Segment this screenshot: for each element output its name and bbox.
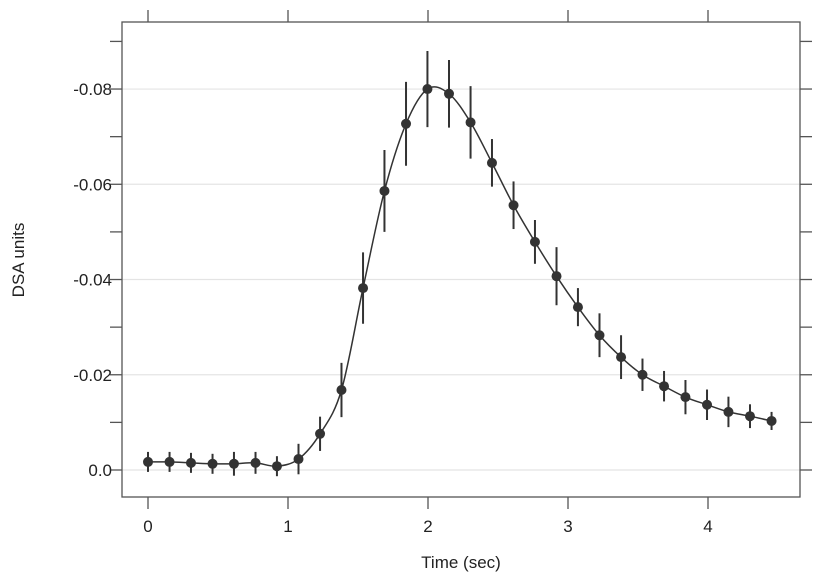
fitted-curve-group <box>147 86 772 467</box>
data-point <box>486 157 497 168</box>
x-tick-label: 1 <box>283 517 292 536</box>
data-point <box>465 117 476 128</box>
data-point <box>315 428 326 439</box>
x-tick-label: 3 <box>563 517 572 536</box>
data-point <box>745 411 755 422</box>
data-point <box>680 392 691 403</box>
fitted-curve <box>147 86 772 467</box>
y-tick-label: -0.08 <box>73 80 112 99</box>
data-point <box>572 302 583 313</box>
data-point <box>508 200 519 211</box>
x-axis-label: Time (sec) <box>421 553 501 572</box>
data-point <box>143 456 153 467</box>
plot-frame <box>121 21 801 498</box>
y-axis-label: DSA units <box>9 223 28 298</box>
data-point <box>228 458 239 469</box>
x-tick-label: 2 <box>423 517 432 536</box>
data-point <box>271 461 282 472</box>
data-point <box>422 84 433 95</box>
data-point <box>659 381 670 392</box>
data-point <box>379 185 390 196</box>
data-point <box>616 352 627 363</box>
data-point <box>723 406 734 417</box>
y-tick-labels: 0.0 -0.02 -0.04 -0.06 -0.08 <box>73 80 112 480</box>
data-point <box>336 384 347 395</box>
y-tick-label: -0.06 <box>73 175 112 194</box>
data-point <box>164 456 175 467</box>
data-point <box>207 458 218 469</box>
y-tick-label: -0.02 <box>73 366 112 385</box>
y-tick-label: -0.04 <box>73 271 112 290</box>
data-point <box>637 369 648 380</box>
data-point <box>551 271 562 282</box>
data-point <box>529 236 540 247</box>
data-point <box>444 88 454 99</box>
x-tick-label: 0 <box>143 517 152 536</box>
data-point <box>293 454 304 465</box>
data-point <box>594 330 605 341</box>
grid-lines <box>122 88 800 471</box>
data-point <box>185 457 196 468</box>
data-point <box>401 118 412 129</box>
data-point <box>766 415 777 426</box>
axis-ticks <box>110 10 812 509</box>
data-points <box>143 50 777 477</box>
y-tick-label: 0.0 <box>88 461 112 480</box>
data-point <box>702 399 713 410</box>
x-tick-labels: 0 1 2 3 4 <box>143 517 712 536</box>
x-tick-label: 4 <box>703 517 712 536</box>
data-point <box>250 457 261 468</box>
data-point <box>358 283 369 294</box>
